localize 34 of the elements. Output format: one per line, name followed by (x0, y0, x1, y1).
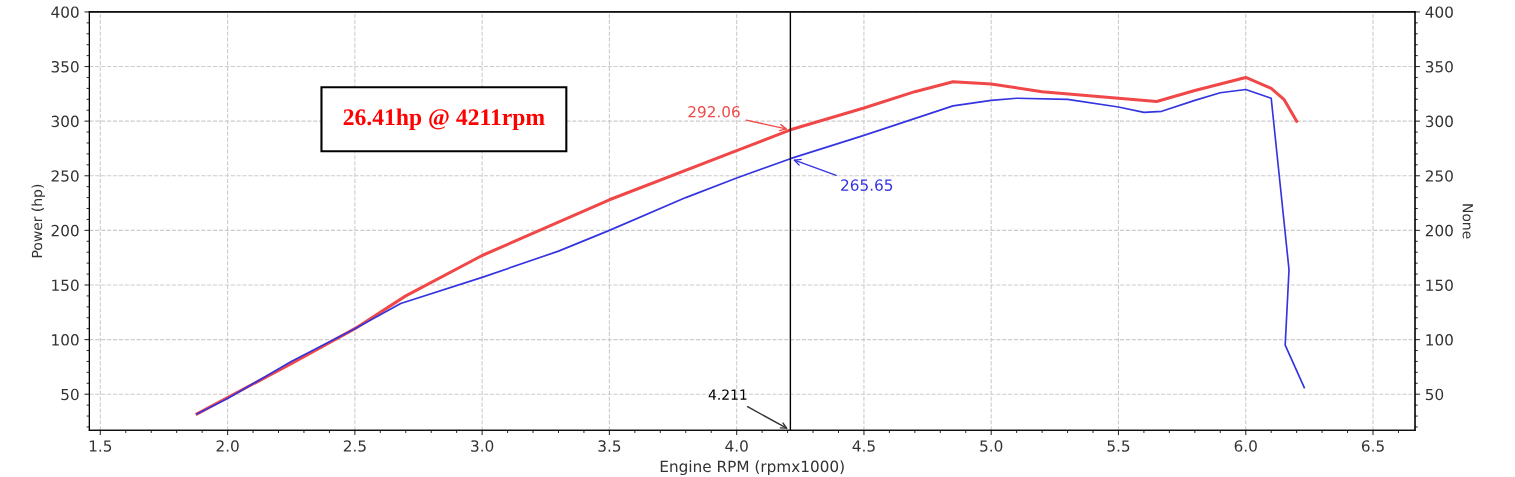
x-tick-label: 4.5 (852, 440, 875, 452)
y-tick-label: 200 (51, 224, 79, 237)
x-tick-label: 4.0 (725, 440, 748, 452)
x-tick-label: 2.5 (343, 440, 366, 452)
y2-tick-label: 400 (1425, 6, 1453, 18)
y-tick-label: 50 (61, 388, 79, 401)
y2-tick-label: 50 (1425, 388, 1444, 401)
y-tick-label: 300 (51, 115, 79, 128)
annotation: 292.06 (688, 106, 740, 118)
y2-tick-label: 100 (1426, 334, 1453, 346)
x-tick-label: 3.0 (471, 440, 494, 452)
x-tick-label: 5.0 (980, 440, 1003, 452)
x-tick-label: 1.5 (89, 440, 112, 452)
y2-tick-label: 300 (1425, 115, 1453, 128)
y2-tick-label: 350 (1425, 61, 1453, 73)
x-axis-title: Engine RPM (rpmx1000) (660, 460, 844, 476)
y-tick-label: 250 (51, 170, 79, 182)
annotation: 265.65 (841, 179, 893, 191)
y-tick-label: 100 (52, 334, 79, 346)
y2-tick-label: 150 (1426, 279, 1453, 292)
x-tick-label: 3.5 (598, 440, 621, 452)
y-tick-label: 350 (51, 61, 79, 73)
x-tick-label: 6.0 (1234, 440, 1257, 452)
y-axis-title: Power (hp) (31, 184, 45, 258)
x-tick-label: 5.5 (1107, 440, 1130, 452)
y2-tick-label: 200 (1425, 224, 1453, 237)
y-tick-label: 400 (51, 6, 79, 18)
x-tick-label: 6.5 (1361, 440, 1384, 452)
y-tick-label: 150 (52, 279, 79, 292)
y2-tick-label: 250 (1425, 170, 1453, 182)
ref-line-label: 4.211 (708, 389, 747, 400)
y2-axis-title: None (1462, 204, 1473, 239)
annotation: 26.41hp @ 4211rpm (343, 108, 545, 130)
x-tick-label: 2.0 (216, 440, 239, 452)
